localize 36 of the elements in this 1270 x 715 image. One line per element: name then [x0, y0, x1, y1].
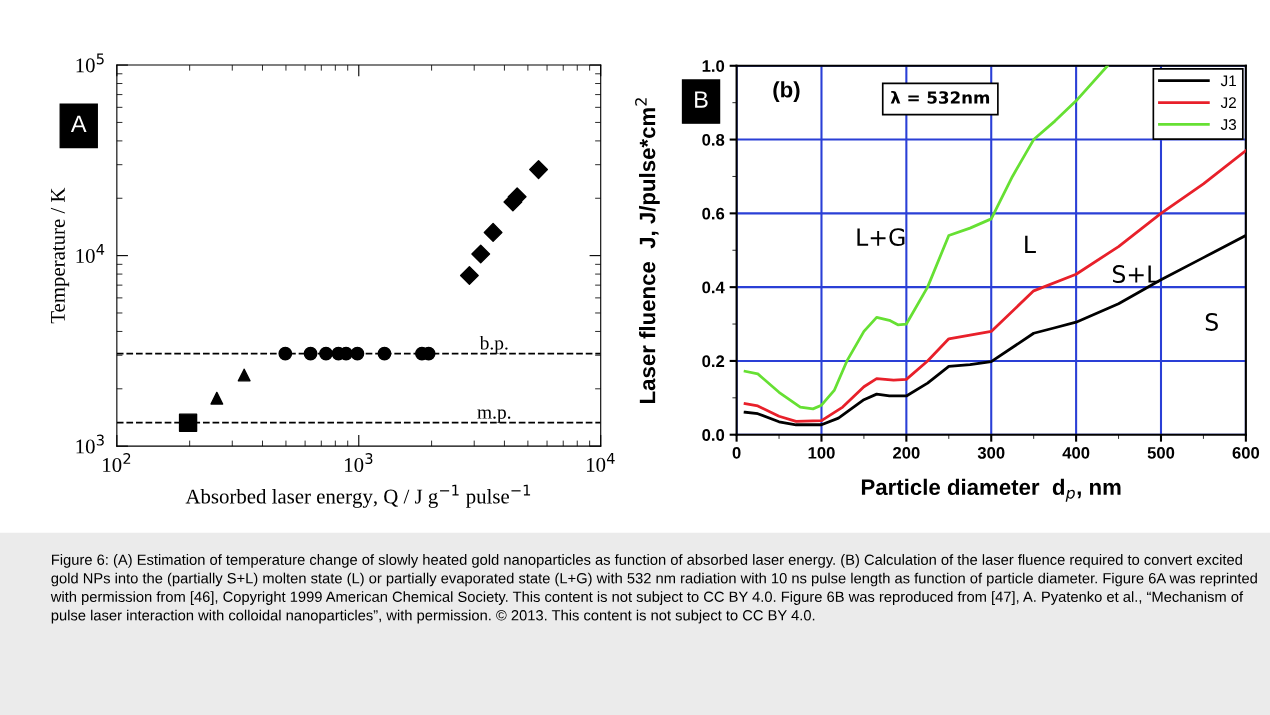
x-axis-title: Particle diameter d$_{p}$, nm: [861, 478, 1121, 502]
x-tick-label: 10$^{2}$: [103, 453, 131, 473]
ref-line-label: m.p.: [477, 409, 511, 423]
y-tick-label: 0.6: [702, 207, 725, 220]
y-tick-label: 1.0: [702, 60, 725, 72]
x-tick-label: 0: [732, 446, 741, 459]
x-axis-title: Absorbed laser energy, Q / J g$^{−1}$ pulse$^{−1}$: [185, 484, 531, 508]
legend-label: J1: [1220, 75, 1236, 87]
annotation: λ = 532nm: [890, 90, 990, 104]
x-tick-label: 10$^{3}$: [345, 453, 373, 473]
x-tick-label: 600: [1232, 446, 1260, 459]
text: B: [695, 91, 708, 108]
text: A: [70, 115, 87, 132]
y-tick-label: 0.4: [702, 281, 725, 294]
y-axis-title: Laser fluence J, J/pulse*cm$^{2}$: [635, 98, 660, 403]
caption: Figure 6: (A) Estimation of temperature change of slowly heated gold nanoparticles as function of absorbed laser energy. (B) Calculation of the laser fluence required to convert excited gold NPs into the (partially S+L) molten state (L) or partially evaporated state (L+G) with 532 nm radiation with 10 ns pulse length as function of particle diameter. Figure 6A was reprinted with permission from [46], Copyright 1999 American Chemical Society. This content is not subject to CC BY 4.0. Figure 6B was reproduced from [47], A. Pyatenko et al., “Mechanism of pulse laser interaction with colloidal nanoparticles”, with permission. © 2013. This content is not subject to CC BY 4.0.: [50, 554, 1257, 624]
ref-line-label: b.p.: [479, 335, 508, 354]
x-tick-label: 100: [808, 446, 835, 459]
y-tick-label: 0.0: [702, 429, 725, 441]
legend-label: J2: [1220, 97, 1236, 109]
legend-label: J3: [1220, 119, 1237, 130]
annotation: S+L: [1112, 265, 1160, 283]
y-tick-label: 0.8: [702, 133, 725, 146]
x-tick-label: 400: [1062, 446, 1090, 459]
y-tick-label: 10$^{5}$: [76, 53, 104, 73]
y-axis-title: Temperature / K: [50, 187, 70, 324]
y-tick-label: 10$^{4}$: [76, 244, 105, 263]
annotation: L: [1025, 235, 1036, 254]
annotation: L+G: [857, 228, 905, 247]
x-tick-label: 500: [1147, 446, 1175, 459]
annotation: S: [1205, 313, 1218, 331]
x-tick-label: 300: [977, 446, 1005, 459]
annotation: (b): [773, 81, 800, 102]
y-tick-label: 0.2: [702, 355, 725, 368]
x-tick-label: 10$^{4}$: [587, 453, 615, 472]
x-tick-label: 200: [893, 446, 920, 459]
